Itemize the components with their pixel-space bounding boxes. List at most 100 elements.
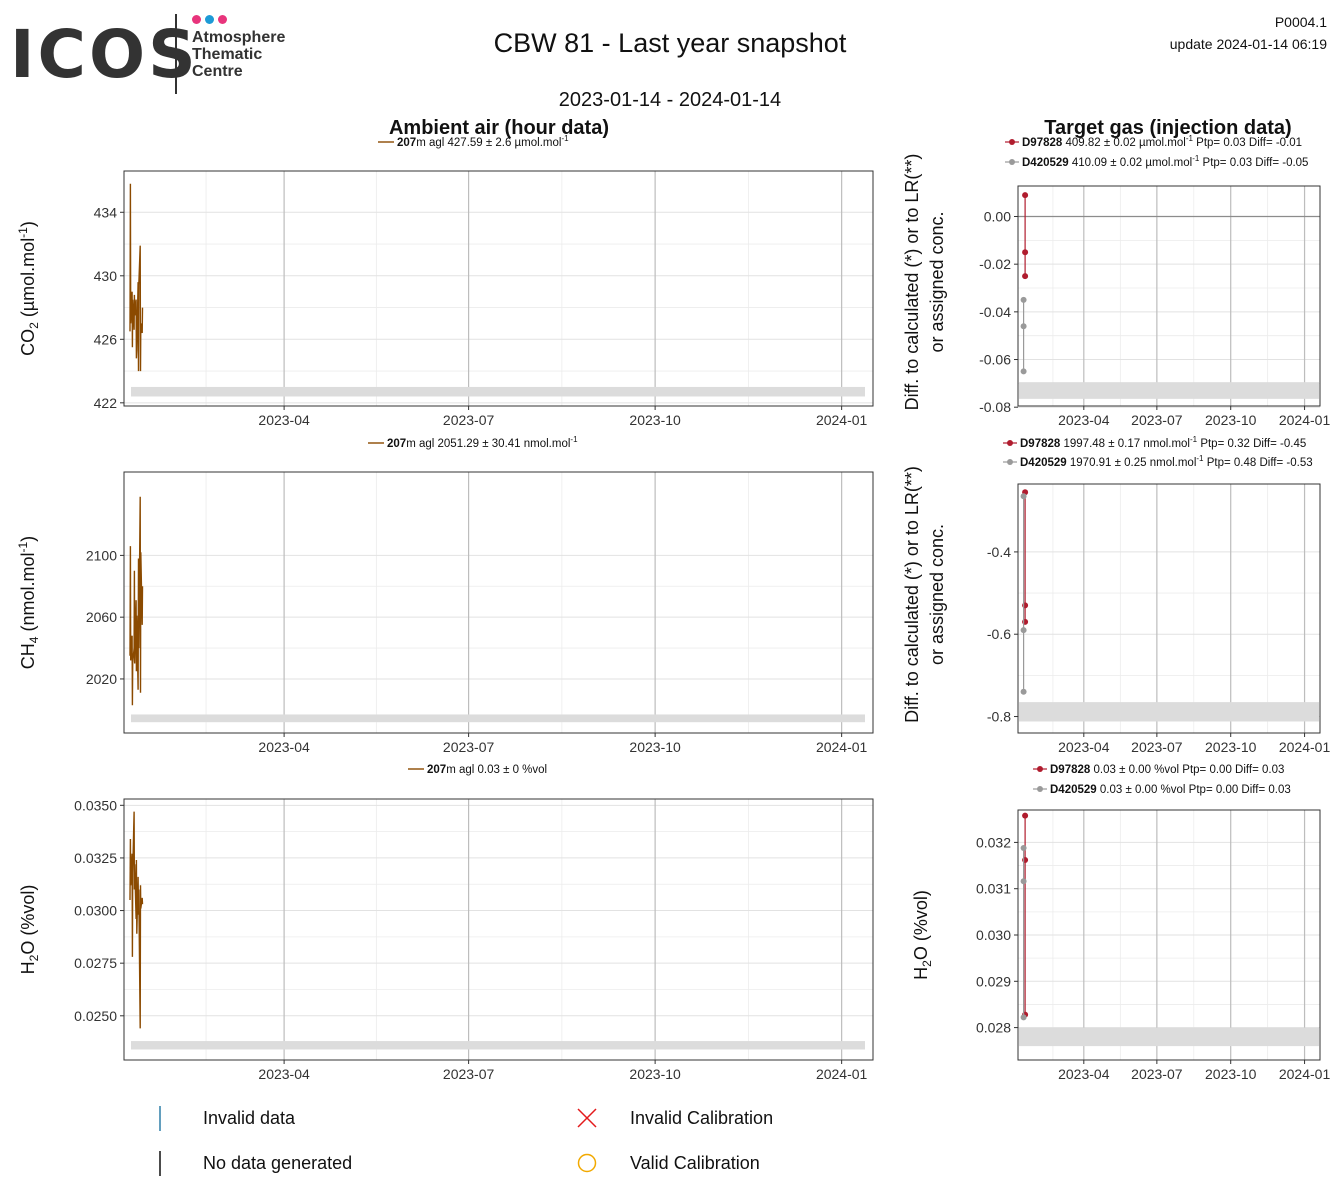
series-key-point	[1037, 766, 1043, 772]
y-tick-label: 430	[94, 268, 118, 284]
series-label: 207m agl 427.59 ± 2.6 µmol.mol-1	[397, 134, 569, 149]
x-tick-label: 2023-07	[1131, 1066, 1183, 1082]
target-point	[1020, 627, 1027, 634]
target-point	[1022, 812, 1029, 819]
target-ch4-plot: -0.8 -0.6 -0.4 2023-04 2023-07 2023-10 2024-01…	[902, 435, 1330, 755]
series-key-point	[1009, 159, 1015, 165]
x-tick-label: 2023-07	[1131, 739, 1183, 755]
target-heading: Target gas (injection data)	[1044, 117, 1292, 139]
target-point	[1020, 1014, 1027, 1021]
series-key-point	[1037, 786, 1043, 792]
target-point	[1022, 273, 1029, 280]
y-tick-label: 0.031	[976, 881, 1011, 897]
series-label: D420529 1970.91 ± 0.25 nmol.mol-1 Ptp= 0…	[1020, 454, 1313, 469]
y-tick-label: -0.4	[987, 544, 1011, 560]
y-tick-label: -0.06	[979, 352, 1011, 368]
y-tick-label: 0.029	[976, 973, 1011, 989]
y-tick-label: -0.8	[987, 709, 1011, 725]
series-key-point	[1007, 459, 1013, 465]
y-tick-label: 2020	[86, 671, 117, 687]
x-tick-label: 2024-01	[816, 739, 868, 755]
x-tick-label: 2023-04	[258, 739, 310, 755]
y-axis-label: or assigned conc.	[927, 211, 947, 352]
logo-line: Atmosphere	[192, 29, 286, 46]
target-point	[1020, 296, 1027, 303]
x-tick-label: 2024-01	[1279, 739, 1331, 755]
x-tick-label: 2023-04	[258, 1066, 310, 1082]
x-tick-label: 2023-04	[1058, 739, 1110, 755]
logo-dot	[218, 15, 227, 24]
no-data-band	[131, 386, 865, 397]
target-point	[1020, 493, 1027, 500]
no-data-band	[1019, 702, 1319, 722]
logo-line: Thematic	[192, 46, 263, 63]
no-data-band	[1019, 1027, 1319, 1047]
series-label: D420529 410.09 ± 0.02 µmol.mol-1 Ptp= 0.…	[1022, 154, 1308, 169]
y-tick-label: 0.030	[976, 927, 1011, 943]
target-point	[1020, 878, 1027, 885]
logo-dot	[205, 15, 214, 24]
y-axis-label: Diff. to calculated (*) or to LR(**)	[902, 466, 922, 723]
logo-divider	[175, 14, 177, 94]
y-axis-label: CO2 (µmol.mol-1)	[16, 221, 41, 356]
ambient-heading: Ambient air (hour data)	[388, 117, 609, 139]
y-tick-label: -0.08	[979, 399, 1011, 415]
no-data-band	[131, 1041, 865, 1050]
target-point	[1022, 249, 1029, 256]
y-tick-label: 0.0250	[74, 1008, 117, 1024]
icos-logo: ICOS Atmosphere Thematic Centre	[10, 12, 300, 102]
y-axis-label: Diff. to calculated (*) or to LR(**)	[902, 154, 922, 411]
target-point	[1020, 688, 1027, 695]
x-tick-label: 2024-01	[816, 1066, 868, 1082]
ambient-series-line	[129, 811, 144, 1029]
plot-frame	[123, 798, 874, 1061]
y-tick-label: 0.0300	[74, 903, 117, 919]
plot-frame	[1017, 185, 1321, 407]
x-tick-label: 2024-01	[1279, 412, 1331, 428]
x-tick-label: 2023-10	[1205, 412, 1257, 428]
plot-frame	[123, 471, 874, 734]
page-title: CBW 81 - Last year snapshot	[493, 28, 847, 58]
target-h2o-plot: 0.028 0.029 0.030 0.031 0.032 2023-04 2023-07 2…	[911, 764, 1330, 1082]
x-tick-label: 2023-07	[443, 1066, 495, 1082]
y-tick-label: -0.02	[979, 256, 1011, 272]
no-data-band	[1019, 382, 1319, 399]
series-key-point	[1009, 139, 1015, 145]
series-key-point	[1007, 440, 1013, 446]
y-tick-label: 0.00	[984, 209, 1011, 225]
x-tick-label: 2023-04	[1058, 1066, 1110, 1082]
target-point	[1022, 192, 1029, 199]
product-code: P0004.1	[1274, 14, 1327, 30]
y-tick-label: 0.032	[976, 834, 1011, 850]
no-data-band	[131, 714, 865, 723]
ambient-h2o-plot: 0.0250 0.0275 0.0300 0.0325 0.0350 2023-04 202…	[18, 764, 874, 1082]
x-tick-label: 2024-01	[1279, 1066, 1331, 1082]
y-tick-label: 0.0275	[74, 955, 117, 971]
target-co2-plot: -0.08 -0.06 -0.04 -0.02 0.00 2023-04 2023-07 20…	[902, 134, 1330, 428]
x-tick-label: 2023-04	[1058, 412, 1110, 428]
plot-frame	[1017, 483, 1321, 734]
ambient-series-line	[129, 183, 144, 372]
target-point	[1020, 368, 1027, 375]
x-tick-label: 2023-10	[629, 412, 681, 428]
logo-dot	[192, 15, 201, 24]
y-tick-label: 0.0325	[74, 850, 117, 866]
y-tick-label: 2060	[86, 609, 117, 625]
x-tick-label: 2023-10	[1205, 739, 1257, 755]
x-tick-label: 2023-10	[629, 1066, 681, 1082]
target-point	[1020, 323, 1027, 330]
y-axis-label: H2O (%vol)	[18, 885, 41, 975]
y-tick-label: 0.0350	[74, 797, 117, 813]
x-tick-label: 2023-07	[443, 412, 495, 428]
series-label: D97828 0.03 ± 0.00 %vol Ptp= 0.00 Diff= …	[1050, 764, 1284, 776]
x-tick-label: 2023-04	[258, 412, 310, 428]
series-label: 207m agl 2051.29 ± 30.41 nmol.mol-1	[387, 435, 578, 450]
update-timestamp: update 2024-01-14 06:19	[1169, 36, 1327, 52]
series-label: D97828 1997.48 ± 0.17 nmol.mol-1 Ptp= 0.…	[1020, 435, 1306, 450]
y-axis-label: or assigned conc.	[927, 524, 947, 665]
x-tick-label: 2023-10	[629, 739, 681, 755]
x-tick-label: 2023-07	[1131, 412, 1183, 428]
logo-line: Centre	[192, 63, 243, 80]
x-tick-label: 2023-07	[443, 739, 495, 755]
